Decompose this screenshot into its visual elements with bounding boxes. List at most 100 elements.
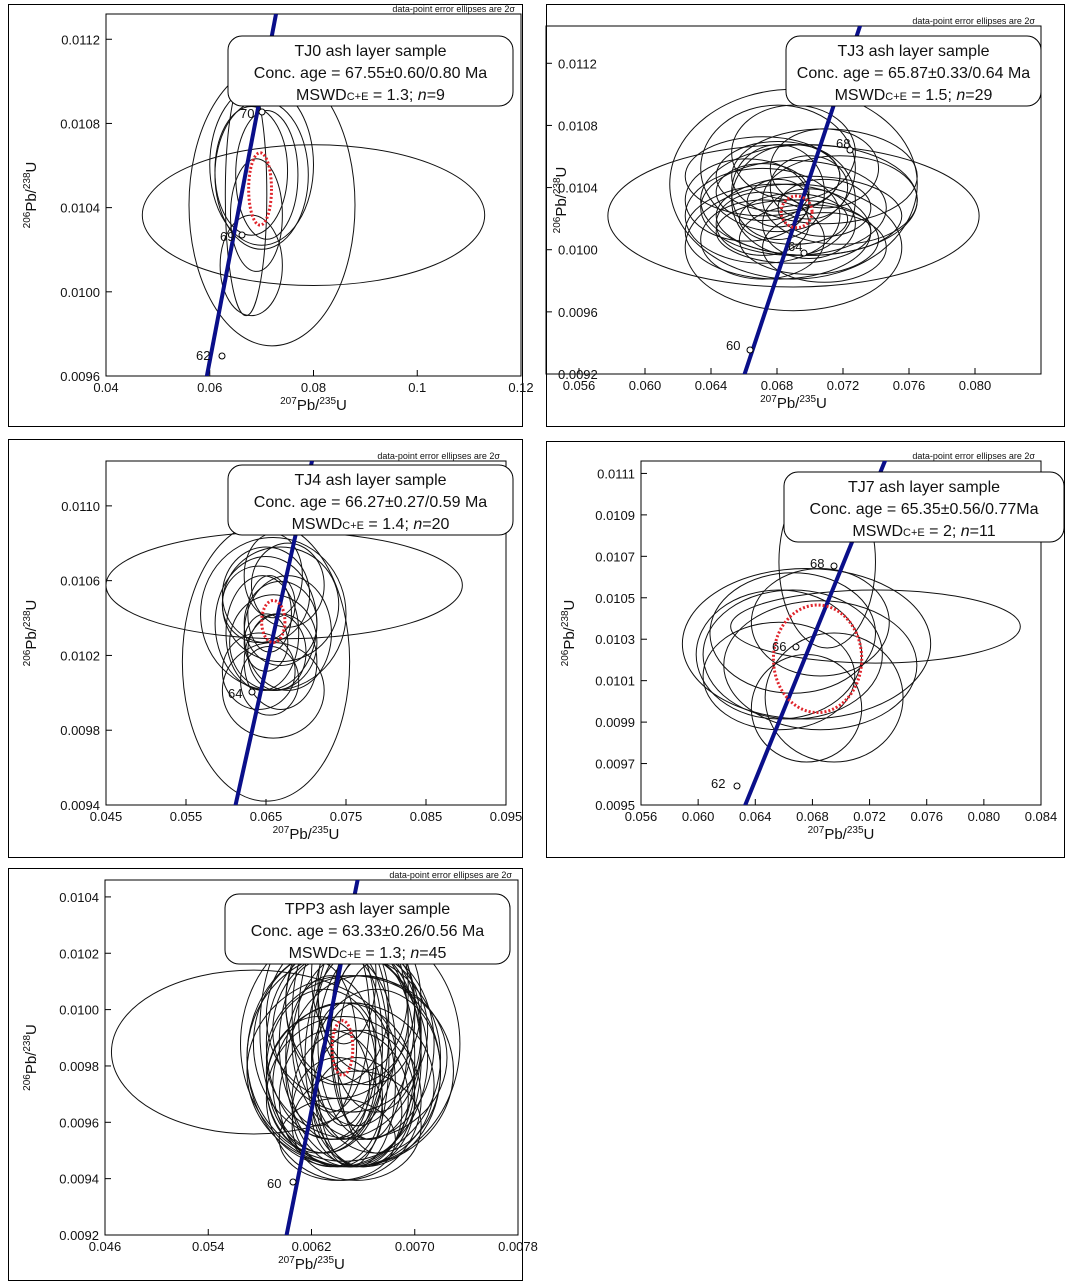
error-ellipse — [700, 159, 887, 256]
error-ellipse — [265, 1002, 435, 1168]
ellipse-footnote: data-point error ellipses are 2σ — [392, 4, 515, 14]
x-tick-label: 0.084 — [1025, 809, 1058, 824]
x-tick-label: 0.060 — [629, 378, 662, 393]
x-tick-label: 0.056 — [625, 809, 658, 824]
concordia-age: Conc. age = 67.55±0.60/0.80 Ma — [254, 65, 487, 82]
y-tick-label: 0.0098 — [59, 1059, 99, 1074]
panel-frame — [8, 4, 523, 427]
y-tick-label: 0.0104 — [60, 201, 100, 216]
panel-tpp3: data-point error ellipses are 2σ0.046 0.0… — [8, 868, 538, 1281]
panel-frame — [8, 439, 523, 858]
age-marker — [218, 352, 226, 360]
y-tick-label: 0.0111 — [597, 466, 635, 481]
concordia-age-ellipse — [330, 1019, 355, 1077]
result-box — [227, 464, 514, 536]
age-marker — [792, 643, 800, 651]
age-label: 68 — [836, 136, 850, 151]
y-tick-label: 0.0096 — [558, 305, 598, 320]
error-ellipse — [243, 613, 318, 710]
age-label: 60 — [726, 338, 740, 353]
sample-name: TJ4 ash layer sample — [294, 472, 446, 489]
x-tick-label: 0.0070 — [395, 1239, 435, 1254]
ellipse-footnote: data-point error ellipses are 2σ — [912, 16, 1035, 26]
x-tick-label: 0.0062 — [292, 1239, 332, 1254]
x-tick-label: 0.060 — [682, 809, 715, 824]
age-label: 62 — [196, 348, 210, 363]
result-box — [785, 35, 1042, 107]
age-label: 60 — [267, 1176, 281, 1191]
y-tick-label: 0.0112 — [558, 56, 597, 71]
y-tick-label: 0.0106 — [60, 574, 100, 589]
age-label: 64 — [788, 239, 802, 254]
x-tick-label: 0.1 — [408, 380, 426, 395]
mswd-line: MSWDC+E = 1.3; n=45 — [289, 945, 447, 962]
y-tick-label: 0.0109 — [595, 508, 635, 523]
x-tick-label: 0.055 — [170, 809, 203, 824]
concordia-age: Conc. age = 63.33±0.26/0.56 Ma — [251, 923, 484, 940]
mswd-line: MSWDC+E = 1.3; n=9 — [296, 87, 445, 104]
y-tick-label: 0.0108 — [558, 118, 598, 133]
x-tick-label: 0.068 — [796, 809, 829, 824]
y-tick-label: 0.0110 — [61, 499, 100, 514]
y-axis-label: 206Pb/238U — [552, 167, 570, 234]
sample-name: TJ3 ash layer sample — [837, 43, 989, 60]
x-tick-label: 0.056 — [563, 378, 596, 393]
x-tick-label: 0.045 — [90, 809, 123, 824]
error-ellipse — [684, 183, 903, 312]
error-ellipse — [681, 568, 932, 720]
y-tick-label: 0.0096 — [59, 1115, 99, 1130]
y-tick-label: 0.0103 — [595, 632, 635, 647]
y-tick-label: 0.0092 — [59, 1228, 99, 1243]
error-ellipse — [702, 621, 856, 731]
y-tick-label: 0.0094 — [59, 1172, 99, 1187]
y-tick-label: 0.0108 — [60, 116, 100, 131]
x-tick-label: 0.046 — [89, 1239, 122, 1254]
x-tick-label: 0.06 — [197, 380, 222, 395]
age-marker — [238, 231, 246, 239]
error-ellipse — [723, 600, 918, 731]
y-tick-label: 0.0105 — [595, 591, 635, 606]
ellipse-footnote: data-point error ellipses are 2σ — [389, 870, 512, 880]
concordia-age: Conc. age = 65.35±0.56/0.77Ma — [810, 501, 1039, 518]
result-box — [224, 893, 511, 965]
x-tick-label: 0.12 — [508, 380, 533, 395]
plot-area — [640, 460, 1042, 806]
age-marker — [846, 146, 854, 154]
y-axis-label: 206Pb/238U — [22, 600, 40, 667]
age-marker — [830, 562, 838, 570]
error-ellipse — [738, 193, 849, 245]
y-tick-label: 0.0100 — [558, 243, 598, 258]
x-tick-label: 0.068 — [761, 378, 794, 393]
age-marker — [289, 1178, 297, 1186]
data-layer — [681, 461, 1021, 805]
x-tick-label: 0.072 — [853, 809, 886, 824]
error-ellipse — [715, 191, 810, 256]
age-marker — [248, 688, 256, 696]
x-tick-label: 0.065 — [250, 809, 283, 824]
error-ellipse — [265, 1016, 422, 1181]
y-tick-label: 0.0102 — [60, 648, 100, 663]
age-marker — [258, 108, 266, 116]
panel-tj0: data-point error ellipses are 2σ 0.04 0.06… — [8, 4, 534, 427]
concordia-age: Conc. age = 65.87±0.33/0.64 Ma — [797, 65, 1030, 82]
y-tick-label: 0.0098 — [60, 723, 100, 738]
error-ellipse — [141, 144, 486, 286]
age-marker — [746, 346, 754, 354]
x-tick-label: 0.080 — [968, 809, 1001, 824]
plot-area — [105, 460, 507, 806]
error-ellipse — [235, 110, 299, 240]
y-tick-label: 0.0092 — [558, 367, 598, 382]
mswd-line: MSWDC+E = 1.4; n=20 — [292, 516, 450, 533]
error-ellipse — [265, 988, 383, 1154]
age-label: 70 — [240, 106, 254, 121]
y-tick-label: 0.0094 — [60, 798, 100, 813]
x-tick-label: 0.054 — [192, 1239, 225, 1254]
concordia-age: Conc. age = 66.27±0.27/0.59 Ma — [254, 494, 487, 511]
x-tick-label: 0.08 — [301, 380, 326, 395]
ellipse-footnote: data-point error ellipses are 2σ — [912, 451, 1035, 461]
x-tick-label: 0.085 — [410, 809, 443, 824]
concordia-age-ellipse — [260, 599, 287, 645]
error-ellipse — [764, 632, 904, 763]
x-tick-label: 0.0078 — [498, 1239, 538, 1254]
age-label: 66 — [772, 639, 786, 654]
